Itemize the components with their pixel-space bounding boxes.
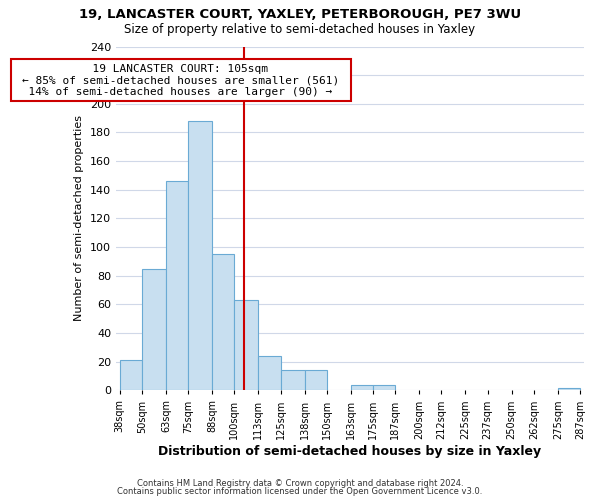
Text: 19, LANCASTER COURT, YAXLEY, PETERBOROUGH, PE7 3WU: 19, LANCASTER COURT, YAXLEY, PETERBOROUG… [79, 8, 521, 20]
Bar [305, 370, 327, 390]
Bar [373, 384, 395, 390]
Text: 19 LANCASTER COURT: 105sqm  
← 85% of semi-detached houses are smaller (561)
  1: 19 LANCASTER COURT: 105sqm ← 85% of semi… [16, 64, 346, 97]
Bar [235, 300, 259, 390]
Text: Contains public sector information licensed under the Open Government Licence v3: Contains public sector information licen… [118, 487, 482, 496]
Bar [558, 388, 580, 390]
Bar [351, 384, 373, 390]
Bar [188, 121, 212, 390]
Bar [281, 370, 305, 390]
Bar [166, 181, 188, 390]
Y-axis label: Number of semi-detached properties: Number of semi-detached properties [74, 116, 85, 322]
Text: Contains HM Land Registry data © Crown copyright and database right 2024.: Contains HM Land Registry data © Crown c… [137, 478, 463, 488]
Bar [259, 356, 281, 390]
Bar [142, 268, 166, 390]
X-axis label: Distribution of semi-detached houses by size in Yaxley: Distribution of semi-detached houses by … [158, 444, 541, 458]
Bar [212, 254, 235, 390]
Text: Size of property relative to semi-detached houses in Yaxley: Size of property relative to semi-detach… [124, 22, 476, 36]
Bar [120, 360, 142, 390]
